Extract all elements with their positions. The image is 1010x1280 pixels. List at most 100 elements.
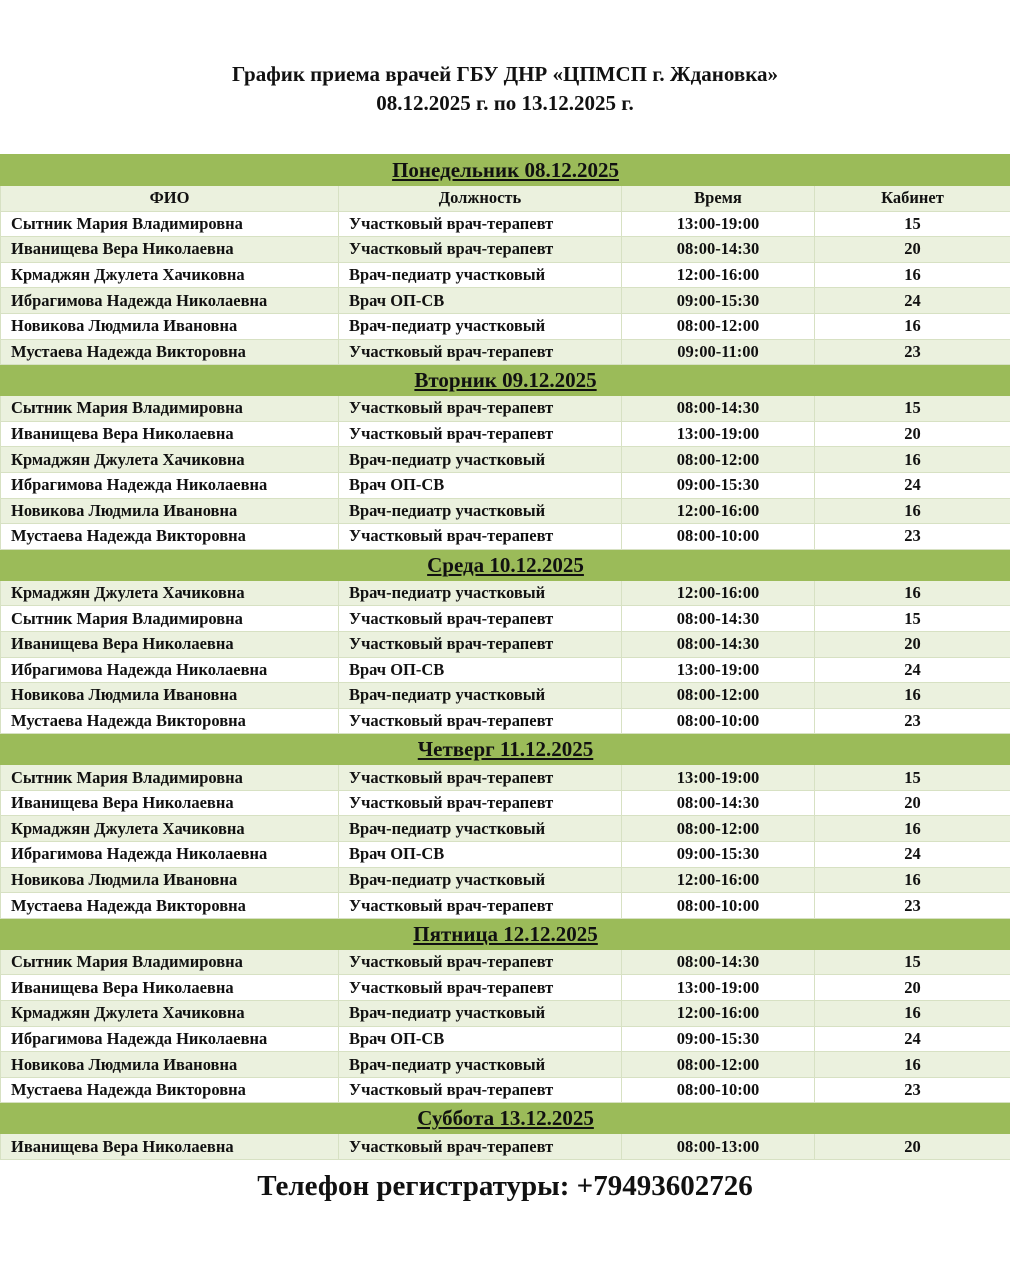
position-cell: Врач-педиатр участковый: [338, 312, 622, 340]
room-cell: 16: [813, 312, 1010, 340]
time-cell: 13:00-19:00: [621, 210, 815, 238]
doctor-name-cell: Мустаева Надежда Викторовна: [0, 338, 339, 366]
time-cell: 12:00-16:00: [621, 261, 815, 289]
day-header-cell: Вторник 09.12.2025: [0, 364, 1010, 397]
time-cell: 13:00-19:00: [621, 420, 815, 448]
doctor-name-cell: Крмаджян Джулета Хачиковна: [0, 1000, 339, 1027]
time-cell: 12:00-16:00: [621, 579, 815, 607]
table-row: Мустаева Надежда Викторовна Участковый вр…: [0, 1076, 1010, 1104]
position-cell: Врач-педиатр участковый: [338, 1051, 622, 1078]
time-cell: 09:00-15:30: [621, 841, 815, 868]
table-row: Крмаджян Джулета Хачиковна Врач-педиатр у…: [0, 261, 1010, 289]
position-cell: Врач ОП-СВ: [338, 471, 622, 499]
doctor-name-cell: Сытник Мария Владимировна: [0, 764, 339, 791]
position-cell: Участковый врач-терапевт: [338, 605, 622, 632]
time-cell: 09:00-15:30: [621, 287, 815, 314]
table-row: Сытник Мария Владимировна Участковый врач…: [0, 605, 1010, 632]
doctor-name-cell: Новикова Людмила Ивановна: [0, 866, 339, 894]
position-cell: Участковый врач-терапевт: [338, 523, 622, 550]
time-cell: 08:00-14:30: [621, 948, 815, 976]
column-header-time: Время: [621, 185, 815, 212]
day-header: Среда 10.12.2025: [0, 548, 1010, 581]
time-cell: 08:00-12:00: [621, 446, 815, 473]
doctor-name-cell: Мустаева Надежда Викторовна: [0, 707, 339, 735]
time-cell: 08:00-14:30: [621, 789, 815, 817]
doctor-name-cell: Иванищева Вера Николаевна: [0, 630, 339, 658]
title-line-2: 08.12.2025 г. по 13.12.2025 г.: [376, 91, 634, 115]
table-row: Новикова Людмила Ивановна Врач-педиатр уч…: [0, 866, 1010, 894]
position-cell: Участковый врач-терапевт: [338, 892, 622, 919]
doctor-name-cell: Ибрагимова Надежда Николаевна: [0, 287, 339, 314]
room-cell: 24: [813, 1025, 1010, 1053]
room-cell: 16: [813, 682, 1010, 709]
table-row: Сытник Мария Владимировна Участковый врач…: [0, 395, 1010, 422]
time-cell: 08:00-10:00: [621, 707, 815, 735]
table-row: Сытник Мария Владимировна Участковый врач…: [0, 948, 1010, 976]
table-row: Иванищева Вера Николаевна Участковый врач…: [0, 1133, 1010, 1160]
table-row: Крмаджян Джулета Хачиковна Врач-педиатр у…: [0, 446, 1010, 473]
column-header-doctor-name: ФИО: [0, 185, 339, 212]
day-label: Пятница 12.12.2025: [413, 921, 598, 946]
doctor-name-cell: Ибрагимова Надежда Николаевна: [0, 471, 339, 499]
doctor-name-cell: Иванищева Вера Николаевна: [0, 974, 339, 1002]
room-cell: 15: [813, 605, 1010, 632]
table-row: Сытник Мария Владимировна Участковый врач…: [0, 210, 1010, 238]
room-cell: 23: [813, 338, 1010, 366]
room-cell: 15: [813, 395, 1010, 422]
room-cell: 15: [813, 210, 1010, 238]
day-header-cell: Понедельник 08.12.2025: [0, 154, 1010, 186]
position-cell: Врач-педиатр участковый: [338, 682, 622, 709]
table-row: Мустаева Надежда Викторовна Участковый вр…: [0, 707, 1010, 735]
room-cell: 23: [813, 892, 1010, 919]
time-cell: 12:00-16:00: [621, 1000, 815, 1027]
day-header: Суббота 13.12.2025: [0, 1102, 1010, 1135]
table-row: Новикова Людмила Ивановна Врач-педиатр уч…: [0, 312, 1010, 340]
room-cell: 15: [813, 764, 1010, 791]
position-cell: Врач ОП-СВ: [338, 841, 622, 868]
table-row: Сытник Мария Владимировна Участковый врач…: [0, 764, 1010, 791]
time-cell: 13:00-19:00: [621, 974, 815, 1002]
column-header-room: Кабинет: [813, 185, 1010, 212]
position-cell: Врач-педиатр участковый: [338, 815, 622, 843]
day-label: Суббота 13.12.2025: [417, 1106, 594, 1131]
doctor-name-cell: Иванищева Вера Николаевна: [0, 1133, 339, 1160]
room-cell: 23: [813, 707, 1010, 735]
doctor-name-cell: Ибрагимова Надежда Николаевна: [0, 841, 339, 868]
position-cell: Врач-педиатр участковый: [338, 866, 622, 894]
table-row: Иванищева Вера Николаевна Участковый врач…: [0, 630, 1010, 658]
table-row: Крмаджян Джулета Хачиковна Врач-педиатр у…: [0, 1000, 1010, 1027]
time-cell: 08:00-14:30: [621, 630, 815, 658]
day-label: Вторник 09.12.2025: [414, 368, 597, 393]
doctor-name-cell: Сытник Мария Владимировна: [0, 210, 339, 238]
position-cell: Врач-педиатр участковый: [338, 261, 622, 289]
position-cell: Врач-педиатр участковый: [338, 497, 622, 525]
doctor-name-cell: Иванищева Вера Николаевна: [0, 420, 339, 448]
table-row: Крмаджян Джулета Хачиковна Врач-педиатр у…: [0, 815, 1010, 843]
room-cell: 24: [813, 471, 1010, 499]
day-header-cell: Пятница 12.12.2025: [0, 917, 1010, 950]
doctor-name-cell: Новикова Людмила Ивановна: [0, 312, 339, 340]
registry-phone: Телефон регистратуры: +79493602726: [257, 1170, 753, 1202]
position-cell: Участковый врач-терапевт: [338, 974, 622, 1002]
position-cell: Участковый врач-терапевт: [338, 764, 622, 791]
position-cell: Участковый врач-терапевт: [338, 210, 622, 238]
room-cell: 20: [813, 789, 1010, 817]
room-cell: 16: [813, 1000, 1010, 1027]
room-cell: 16: [813, 261, 1010, 289]
table-row: Мустаева Надежда Викторовна Участковый вр…: [0, 523, 1010, 550]
doctor-name-cell: Новикова Людмила Ивановна: [0, 1051, 339, 1078]
time-cell: 13:00-19:00: [621, 656, 815, 684]
doctor-name-cell: Крмаджян Джулета Хачиковна: [0, 261, 339, 289]
table-row: Иванищева Вера Николаевна Участковый врач…: [0, 789, 1010, 817]
room-cell: 15: [813, 948, 1010, 976]
day-label: Понедельник 08.12.2025: [392, 158, 619, 182]
day-label: Среда 10.12.2025: [427, 552, 584, 577]
table-row: Мустаева Надежда Викторовна Участковый вр…: [0, 338, 1010, 366]
table-row: Ибрагимова Надежда Николаевна Врач ОП-СВ 1…: [0, 656, 1010, 684]
position-cell: Участковый врач-терапевт: [338, 707, 622, 735]
day-header: Понедельник 08.12.2025: [0, 154, 1010, 186]
room-cell: 23: [813, 523, 1010, 550]
room-cell: 16: [813, 866, 1010, 894]
position-cell: Участковый врач-терапевт: [338, 630, 622, 658]
doctor-name-cell: Мустаева Надежда Викторовна: [0, 523, 339, 550]
